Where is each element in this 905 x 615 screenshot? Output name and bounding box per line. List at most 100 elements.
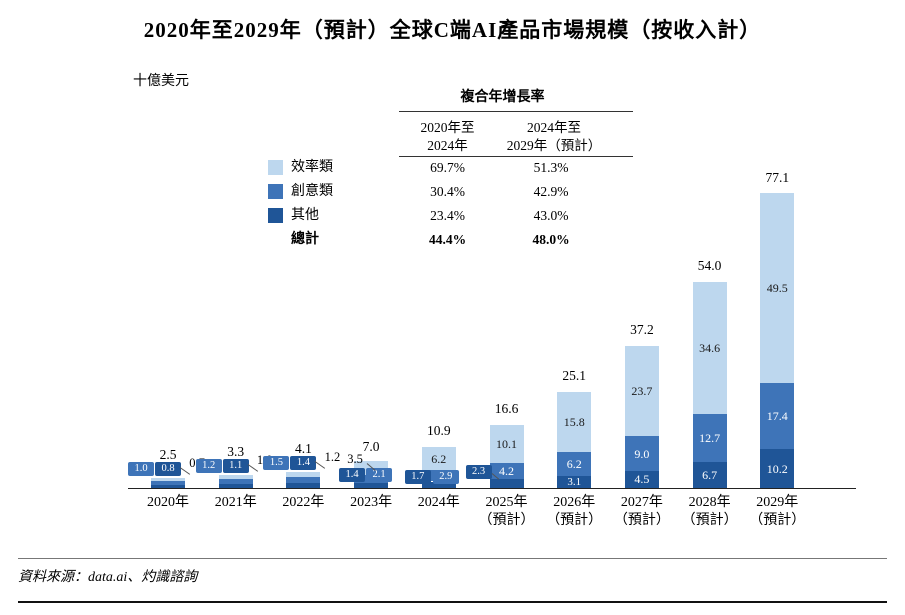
cagr-value-col1-row3: 44.4% xyxy=(428,232,467,248)
bar-segment-creative-2022 xyxy=(286,476,321,483)
y-axis-unit-label: 十億美元 xyxy=(133,74,189,89)
bar-value-chip-other-2021: 1.1 xyxy=(222,459,249,474)
bar-value-label-efficiency-2027: 23.7 xyxy=(631,384,653,399)
bar-value-label-creative-2028: 12.7 xyxy=(699,431,721,446)
cagr-col2-header-line2: 2029年（預計） xyxy=(506,138,602,153)
legend-label-row0: 效率類 xyxy=(291,160,333,175)
x-tick-label-2026: 2026年 xyxy=(553,495,596,510)
bar-total-label-2022: 4.1 xyxy=(294,440,312,456)
bar-segment-efficiency-2024 xyxy=(421,446,456,471)
bar-value-chip-other-2025: 2.3 xyxy=(465,465,492,479)
cagr-col2-header-line1: 2024年至 xyxy=(527,120,581,135)
cagr-table-rule-bottom xyxy=(399,156,633,157)
x-tick-label-2025: 2025年 xyxy=(485,495,528,510)
bar-value-label-creative-2026: 6.2 xyxy=(566,457,582,472)
legend-label-row1: 創意類 xyxy=(291,184,333,199)
bar-segment-creative-2026 xyxy=(557,452,592,477)
cagr-value-col2-row0: 51.3% xyxy=(533,160,569,176)
bar-value-label-creative-2029: 17.4 xyxy=(766,408,788,423)
cagr-value-col1-row1: 30.4% xyxy=(430,184,465,200)
bar-total-label-2020: 2.5 xyxy=(159,446,177,462)
cagr-value-col1-row2: 23.4% xyxy=(430,208,465,224)
bar-segment-efficiency-2028 xyxy=(692,281,727,414)
bottom-rule xyxy=(18,601,887,603)
bar-total-label-2023: 7.0 xyxy=(362,438,380,454)
bar-value-label-efficiency-2028: 34.6 xyxy=(699,340,721,355)
x-tick-label2-2025: （預計） xyxy=(478,513,535,528)
bar-value-label-other-2028: 6.7 xyxy=(702,468,718,483)
x-tick-label-2024: 2024年 xyxy=(417,495,460,510)
source-divider-line xyxy=(18,558,887,559)
bar-total-label-2029: 77.1 xyxy=(765,169,790,185)
bar-segment-other-2024 xyxy=(421,481,456,488)
bar-segment-efficiency-2021 xyxy=(218,475,253,480)
legend-swatch-other xyxy=(268,208,283,223)
x-tick-label2-2026: （預計） xyxy=(546,513,603,528)
bar-segment-creative-2027 xyxy=(624,436,659,471)
legend-label-row2: 其他 xyxy=(291,208,319,223)
bar-total-label-2027: 37.2 xyxy=(630,322,654,338)
cagr-value-col2-row3: 48.0% xyxy=(532,232,570,248)
x-tick-label2-2028: （預計） xyxy=(681,513,738,528)
bar-value-chip-creative-2020: 1.0 xyxy=(128,462,154,477)
cagr-table-title: 複合年增長率 xyxy=(460,90,545,105)
bar-value-chip-creative-2023: 2.1 xyxy=(366,468,393,482)
cagr-value-col2-row1: 42.9% xyxy=(533,184,569,200)
bar-value-chip-other-2020: 0.8 xyxy=(155,462,181,477)
cagr-table-rule-top xyxy=(399,111,633,112)
bar-value-label-creative-2025: 4.2 xyxy=(499,464,514,479)
bar-segment-other-2022 xyxy=(286,482,321,488)
legend-swatch-creative xyxy=(268,184,283,199)
bar-value-label-efficiency-2023: 3.5 xyxy=(347,452,363,466)
bar-total-label-2026: 25.1 xyxy=(562,368,586,384)
bar-value-label-other-2027: 4.5 xyxy=(634,472,650,487)
bar-value-label-efficiency-2025: 10.1 xyxy=(496,436,517,451)
legend-swatch-efficiency xyxy=(268,160,283,175)
x-tick-label-2029: 2029年 xyxy=(756,495,799,510)
cagr-value-col1-row0: 69.7% xyxy=(430,160,465,176)
bar-segment-efficiency-2027 xyxy=(624,345,659,437)
bar-total-label-2025: 16.6 xyxy=(494,400,519,416)
bar-segment-efficiency-2020 xyxy=(151,478,185,482)
bar-segment-efficiency-2022 xyxy=(286,472,321,477)
bar-segment-other-2029 xyxy=(760,449,795,488)
x-tick-label2-2027: （預計） xyxy=(613,513,670,528)
bar-segment-efficiency-2029 xyxy=(760,193,795,383)
legend-label-row3: 總計 xyxy=(291,232,319,247)
cagr-col1-header-line1: 2020年至 xyxy=(420,120,475,135)
bar-segment-other-2027 xyxy=(624,470,659,488)
x-tick-label2-2029: （預計） xyxy=(749,513,806,528)
x-axis-line xyxy=(128,488,856,489)
bar-segment-creative-2028 xyxy=(692,413,727,463)
bar-value-chip-creative-2024: 2.9 xyxy=(432,470,459,484)
bar-total-label-2024: 10.9 xyxy=(426,422,451,438)
bar-value-label-efficiency-2029: 49.5 xyxy=(766,281,788,296)
bar-segment-other-2026 xyxy=(557,476,592,488)
bar-value-chip-other-2024: 1.7 xyxy=(404,470,431,484)
bar-segment-creative-2021 xyxy=(218,479,253,484)
bar-value-chip-creative-2022: 1.5 xyxy=(263,456,290,471)
bar-segment-other-2028 xyxy=(692,462,727,488)
x-tick-label-2023: 2023年 xyxy=(350,495,393,510)
bar-total-label-2021: 3.3 xyxy=(227,443,245,459)
bar-value-label-other-2026: 3.1 xyxy=(567,475,582,488)
x-tick-label-2027: 2027年 xyxy=(620,495,663,510)
bar-segment-other-2025 xyxy=(489,479,524,488)
bar-value-label-efficiency-2024: 6.2 xyxy=(431,451,447,466)
bar-segment-efficiency-2026 xyxy=(557,392,592,453)
bar-segment-other-2023 xyxy=(354,482,389,488)
chart-title: 2020年至2029年（預計）全球C端AI產品市場規模（按收入計） xyxy=(143,18,762,42)
x-tick-label-2020: 2020年 xyxy=(147,495,189,510)
bar-value-chip-other-2023: 1.4 xyxy=(339,468,366,482)
bar-segment-other-2021 xyxy=(218,483,253,488)
cagr-value-col2-row2: 43.0% xyxy=(533,208,569,224)
bar-segment-creative-2020 xyxy=(151,481,185,485)
bar-value-label-efficiency-2022: 1.2 xyxy=(324,450,341,465)
x-tick-label-2021: 2021年 xyxy=(214,495,257,510)
bar-segment-creative-2025 xyxy=(489,463,524,480)
bar-segment-creative-2029 xyxy=(760,382,795,450)
source-note: 資料來源：data.ai、灼識諮詢 xyxy=(18,570,198,585)
bar-value-chip-other-2022: 1.4 xyxy=(290,456,317,471)
bar-value-label-other-2029: 10.2 xyxy=(766,461,788,476)
